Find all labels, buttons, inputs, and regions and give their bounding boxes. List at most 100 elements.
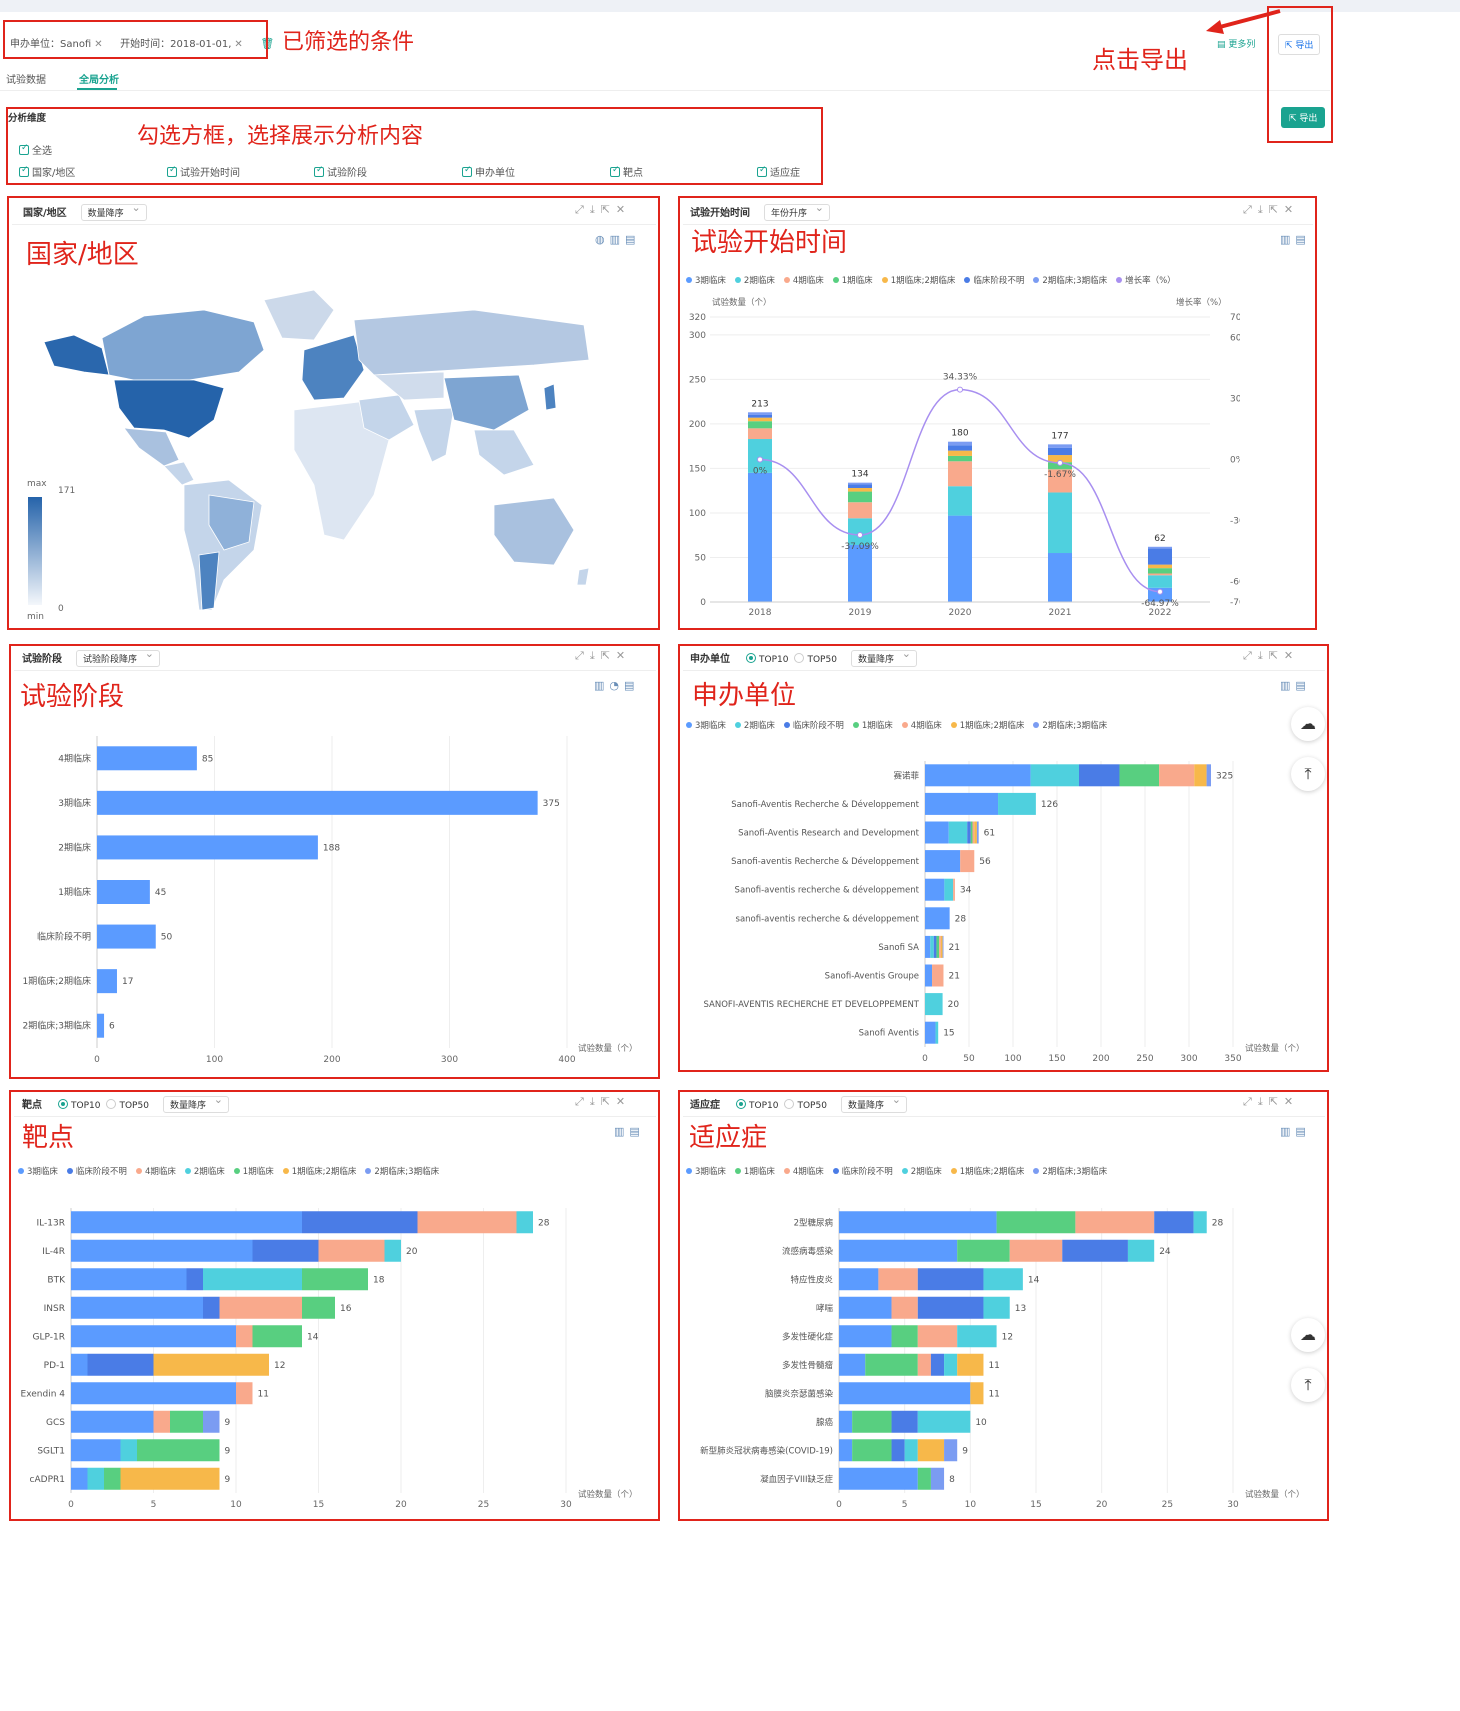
expand-icon[interactable]: ⤢ <box>1243 649 1258 662</box>
checkbox-indication[interactable]: 适应症 <box>757 164 800 179</box>
back-to-top-icon[interactable]: ⤒ <box>1291 757 1325 791</box>
legend-item[interactable]: 2期临床;3期临床 <box>1033 274 1107 286</box>
bar-chart-icon[interactable]: ▥ <box>609 233 626 246</box>
checkbox-target[interactable]: 靶点 <box>610 164 643 179</box>
map-legend-gradient[interactable] <box>28 497 42 605</box>
close-icon[interactable]: ✕ <box>1283 649 1300 662</box>
checkbox-all[interactable]: 全选 <box>19 142 52 157</box>
legend-item[interactable]: 1期临床 <box>832 274 873 286</box>
indication-top10-radio[interactable]: TOP10 <box>736 1099 778 1111</box>
legend-item[interactable]: 1期临床;2期临床 <box>881 274 955 286</box>
download-icon[interactable]: ⤓ <box>1257 649 1269 662</box>
legend-item[interactable]: 临床阶段不明 <box>964 274 1024 286</box>
checkbox-country[interactable]: 国家/地区 <box>19 164 75 179</box>
table-icon[interactable]: ▤ <box>1295 1125 1311 1138</box>
phase-sort-select[interactable]: 试验阶段降序 <box>76 647 161 667</box>
legend-item[interactable]: 3期临床 <box>686 274 726 286</box>
cloud-upload-icon[interactable]: ☁ <box>1291 707 1325 741</box>
bar-chart-icon[interactable]: ▥ <box>1280 233 1296 246</box>
bar-chart-icon[interactable]: ▥ <box>594 679 610 692</box>
checkbox-sponsor[interactable]: 申办单位 <box>462 164 515 179</box>
download-icon[interactable]: ⤓ <box>589 1095 601 1108</box>
bar-chart-icon[interactable]: ▥ <box>1280 1125 1296 1138</box>
table-icon[interactable]: ▤ <box>1295 233 1311 246</box>
expand-icon[interactable]: ⤢ <box>575 203 590 216</box>
legend-item[interactable]: 2期临床;3期临床 <box>365 1165 439 1177</box>
legend-item[interactable]: 4期临床 <box>783 1165 824 1177</box>
table-icon[interactable]: ▤ <box>1295 679 1311 692</box>
legend-item[interactable]: 1期临床;2期临床 <box>950 1165 1024 1177</box>
download-icon[interactable]: ⤓ <box>589 649 601 662</box>
expand-icon[interactable]: ⤢ <box>575 649 590 662</box>
open-icon[interactable]: ⇱ <box>600 1095 616 1108</box>
open-icon[interactable]: ⇱ <box>1268 649 1284 662</box>
legend-item[interactable]: 2期临床;3期临床 <box>1033 719 1107 731</box>
legend-item[interactable]: 3期临床 <box>18 1165 58 1177</box>
export-button[interactable]: ⇱ 导出 <box>1281 107 1326 128</box>
legend-item[interactable]: 2期临床 <box>184 1165 225 1177</box>
open-icon[interactable]: ⇱ <box>600 649 616 662</box>
filter-chip-start[interactable]: 开始时间：2018-01-01, ✕ <box>120 35 243 50</box>
checkbox-start-time[interactable]: 试验开始时间 <box>167 164 240 179</box>
legend-item[interactable]: 4期临床 <box>135 1165 176 1177</box>
legend-item[interactable]: 2期临床 <box>734 719 775 731</box>
map-sort-select[interactable]: 数量降序 <box>80 201 147 221</box>
close-icon[interactable]: ✕ <box>1283 203 1300 216</box>
legend-item[interactable]: 3期临床 <box>686 1165 726 1177</box>
expand-icon[interactable]: ⤢ <box>1243 203 1258 216</box>
table-icon[interactable]: ▤ <box>624 679 640 692</box>
globe-icon[interactable]: ◍ <box>595 233 610 246</box>
close-icon[interactable]: ✕ <box>615 649 632 662</box>
tab-trial-data[interactable]: 试验数据 <box>6 75 46 86</box>
time-sort-select[interactable]: 年份升序 <box>764 201 831 221</box>
close-icon[interactable]: ✕ <box>615 1095 632 1108</box>
legend-item[interactable]: 2期临床 <box>901 1165 942 1177</box>
bar-chart-icon[interactable]: ▥ <box>614 1125 630 1138</box>
download-icon[interactable]: ⤓ <box>1257 1095 1269 1108</box>
legend-item[interactable]: 4期临床 <box>783 274 824 286</box>
back-to-top-icon[interactable]: ⤒ <box>1291 1368 1325 1402</box>
legend-item[interactable]: 临床阶段不明 <box>66 1165 127 1177</box>
download-icon[interactable]: ⤓ <box>589 203 601 216</box>
table-icon[interactable]: ▤ <box>625 233 641 246</box>
filter-chip-sponsor[interactable]: 申办单位：Sanofi ✕ <box>10 35 103 50</box>
legend-item[interactable]: 2期临床;3期临床 <box>1033 1165 1107 1177</box>
export-button-top[interactable]: ⇱ 导出 <box>1278 34 1321 55</box>
legend-item[interactable]: 1期临床;2期临床 <box>282 1165 356 1177</box>
target-sort-select[interactable]: 数量降序 <box>162 1093 229 1113</box>
close-icon[interactable]: ✕ <box>1283 1095 1300 1108</box>
open-icon[interactable]: ⇱ <box>1268 203 1284 216</box>
target-top10-radio[interactable]: TOP10 <box>58 1099 100 1111</box>
legend-item[interactable]: 1期临床 <box>734 1165 775 1177</box>
bar-chart-icon[interactable]: ▥ <box>1280 679 1296 692</box>
checkbox-phase[interactable]: 试验阶段 <box>314 164 367 179</box>
tab-global-analysis[interactable]: 全局分析 <box>79 75 119 86</box>
more-columns-button[interactable]: ▤ 更多列 <box>1211 34 1262 53</box>
legend-item[interactable]: 临床阶段不明 <box>832 1165 893 1177</box>
sponsor-top50-radio[interactable]: TOP50 <box>794 653 837 665</box>
legend-item[interactable]: 1期临床;2期临床 <box>950 719 1024 731</box>
legend-item[interactable]: 增长率（%） <box>1116 274 1176 286</box>
close-icon[interactable]: ✕ <box>234 39 243 50</box>
indication-sort-select[interactable]: 数量降序 <box>840 1093 907 1113</box>
pie-chart-icon[interactable]: ◔ <box>609 679 625 692</box>
close-icon[interactable]: ✕ <box>94 39 103 50</box>
legend-item[interactable]: 1期临床 <box>233 1165 274 1177</box>
table-icon[interactable]: ▤ <box>629 1125 645 1138</box>
expand-icon[interactable]: ⤢ <box>575 1095 590 1108</box>
indication-top50-radio[interactable]: TOP50 <box>784 1099 827 1111</box>
close-icon[interactable]: ✕ <box>615 203 632 216</box>
legend-item[interactable]: 1期临床 <box>852 719 893 731</box>
cloud-upload-icon[interactable]: ☁ <box>1291 1318 1325 1352</box>
open-icon[interactable]: ⇱ <box>1268 1095 1284 1108</box>
sponsor-top10-radio[interactable]: TOP10 <box>746 653 788 665</box>
legend-item[interactable]: 3期临床 <box>686 719 726 731</box>
expand-icon[interactable]: ⤢ <box>1243 1095 1258 1108</box>
legend-item[interactable]: 4期临床 <box>901 719 942 731</box>
open-icon[interactable]: ⇱ <box>600 203 616 216</box>
target-top50-radio[interactable]: TOP50 <box>106 1099 149 1111</box>
legend-item[interactable]: 临床阶段不明 <box>783 719 844 731</box>
legend-item[interactable]: 2期临床 <box>734 274 775 286</box>
download-icon[interactable]: ⤓ <box>1257 203 1269 216</box>
sponsor-sort-select[interactable]: 数量降序 <box>850 647 917 667</box>
